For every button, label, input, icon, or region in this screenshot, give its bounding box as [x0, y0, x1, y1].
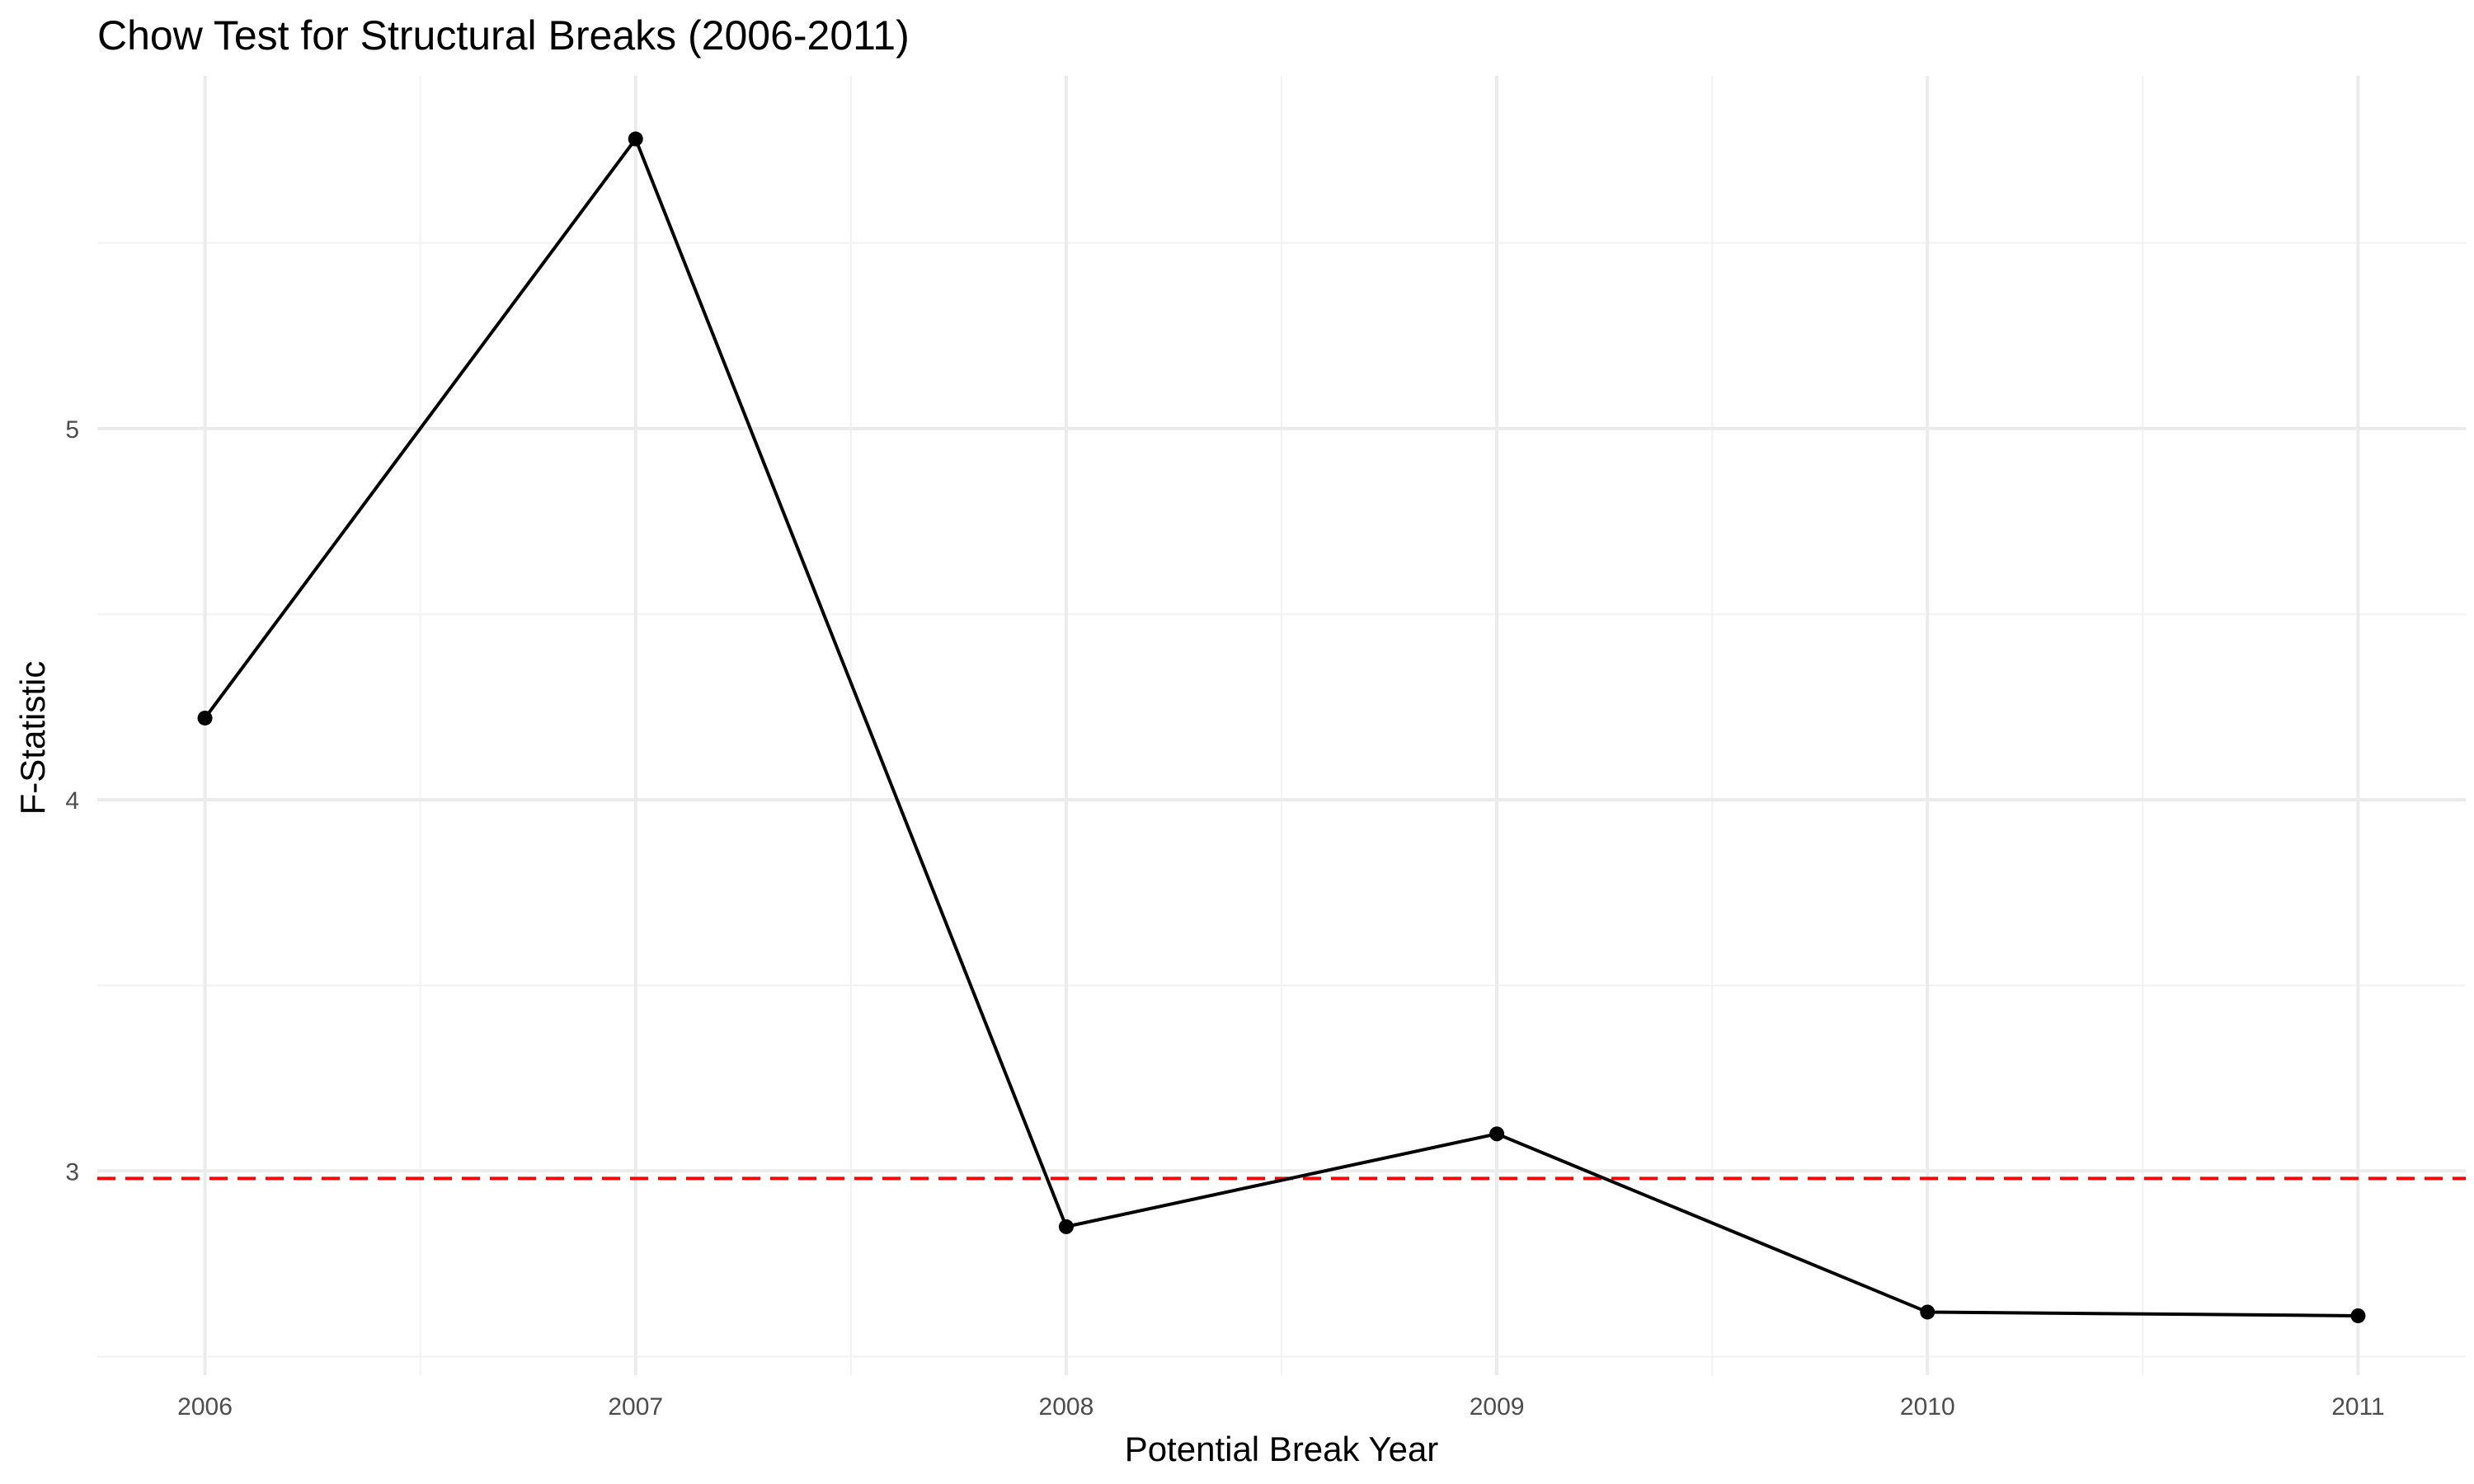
- x-tick-label: 2009: [1470, 1393, 1525, 1421]
- x-tick-label: 2010: [1900, 1393, 1955, 1421]
- series-line: [203, 137, 2359, 1317]
- x-tick-label: 2006: [177, 1393, 233, 1421]
- x-tick-label: 2008: [1039, 1393, 1094, 1421]
- data-point: [1058, 1219, 1074, 1234]
- data-point: [197, 710, 213, 726]
- y-axis-title: F-Statistic: [13, 661, 52, 815]
- chart-title: Chow Test for Structural Breaks (2006-20…: [97, 12, 910, 59]
- y-tick-label: 5: [65, 416, 79, 444]
- data-point: [628, 131, 643, 147]
- y-tick-label: 3: [65, 1158, 79, 1186]
- data-point: [1489, 1126, 1505, 1142]
- minor-gridlines: [97, 76, 2466, 1375]
- x-axis-title: Potential Break Year: [1125, 1430, 1439, 1468]
- x-tick-label: 2011: [2331, 1393, 2385, 1421]
- x-tick-labels: 2006 2007 2008 2009 2010 2011: [177, 1393, 2385, 1421]
- y-tick-labels: 3 4 5: [65, 416, 79, 1186]
- data-point: [2350, 1308, 2366, 1323]
- data-point: [1920, 1304, 1935, 1320]
- data-points: [197, 131, 2366, 1323]
- y-tick-label: 4: [65, 787, 79, 815]
- x-tick-label: 2007: [608, 1393, 663, 1421]
- major-gridlines: [97, 76, 2466, 1375]
